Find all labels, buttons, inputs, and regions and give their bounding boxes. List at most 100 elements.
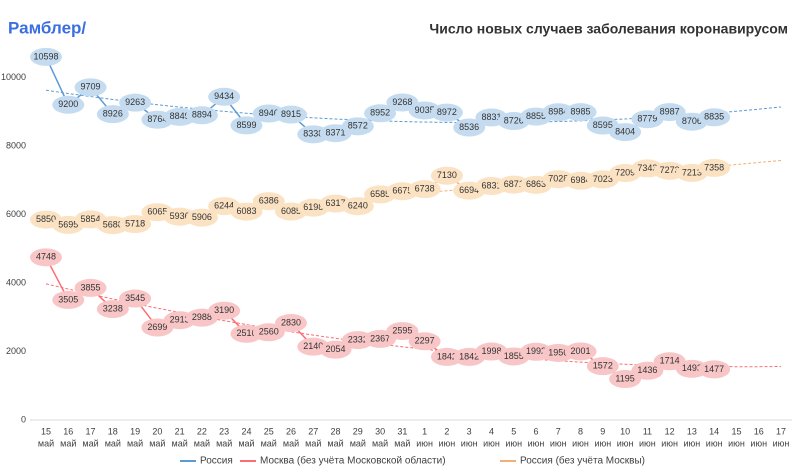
data-label: 9263	[125, 97, 145, 107]
data-label: 6694	[459, 185, 479, 195]
data-point	[30, 47, 62, 66]
data-label: 8894	[192, 110, 212, 120]
data-point	[52, 95, 85, 114]
data-label: 2988	[192, 312, 212, 322]
data-label: 7343	[637, 163, 657, 173]
x-tick-label: июн	[550, 438, 567, 448]
x-tick-label: июн	[594, 438, 611, 448]
data-point	[586, 357, 619, 376]
data-point	[319, 340, 352, 359]
data-point	[698, 108, 731, 127]
data-point	[386, 322, 419, 341]
data-point	[230, 202, 263, 221]
x-tick-label: май	[172, 438, 188, 448]
data-label: 8987	[660, 106, 680, 116]
data-point	[185, 106, 218, 125]
data-label: 5850	[36, 214, 56, 224]
data-point	[119, 93, 152, 112]
data-point	[252, 192, 285, 211]
data-label: 7023	[593, 174, 613, 184]
x-tick-label: май	[350, 438, 366, 448]
data-label: 6198	[303, 202, 323, 212]
x-tick-label: 5	[511, 426, 516, 436]
data-point	[564, 342, 597, 361]
data-label: 3238	[103, 303, 123, 313]
data-label: 8599	[236, 120, 256, 130]
data-label: 1992	[526, 346, 546, 356]
x-tick-label: июн	[750, 438, 767, 448]
x-tick-label: 30	[375, 426, 385, 436]
data-label: 8338	[303, 129, 323, 139]
data-label: 7213	[682, 167, 702, 177]
data-point	[275, 105, 307, 124]
data-point	[430, 166, 463, 185]
data-label: 9268	[392, 97, 412, 107]
legend-label: Россия	[200, 456, 233, 467]
x-tick-label: май	[372, 438, 388, 448]
data-point	[430, 103, 463, 122]
x-tick-label: май	[305, 438, 321, 448]
data-label: 6085	[281, 206, 301, 216]
data-label: 3505	[58, 294, 78, 304]
x-tick-label: 10	[620, 426, 630, 436]
x-tick-label: 28	[331, 426, 341, 436]
logo: Рамблер/	[8, 18, 86, 37]
data-point	[96, 105, 129, 124]
data-label: 8855	[526, 111, 546, 121]
data-label: 1477	[704, 364, 724, 374]
data-label: 6871	[504, 179, 524, 189]
data-label: 5854	[81, 214, 101, 224]
data-label: 8926	[103, 109, 123, 119]
data-label: 7358	[704, 162, 724, 172]
data-label: 9709	[81, 82, 101, 92]
data-point	[119, 289, 152, 308]
data-point	[74, 278, 107, 297]
data-point	[698, 158, 731, 177]
data-point	[453, 118, 486, 137]
x-tick-label: 20	[152, 426, 162, 436]
data-label: 8706	[682, 116, 702, 126]
x-tick-label: 18	[108, 426, 118, 436]
data-label: 6083	[236, 206, 256, 216]
data-label: 6386	[259, 196, 279, 206]
data-label: 3545	[125, 293, 145, 303]
data-label: 8726	[504, 115, 524, 125]
data-point	[208, 301, 241, 320]
x-tick-label: май	[149, 438, 165, 448]
y-tick-label: 4000	[6, 277, 26, 287]
data-label: 7209	[615, 167, 635, 177]
x-tick-label: 6	[533, 426, 538, 436]
data-label: 2332	[348, 334, 368, 344]
x-tick-label: 26	[286, 426, 296, 436]
data-label: 8595	[593, 120, 613, 130]
data-label: 9434	[214, 91, 234, 101]
data-label: 2560	[259, 327, 279, 337]
data-label: 6675	[392, 186, 412, 196]
x-tick-label: 16	[63, 426, 73, 436]
data-label: 1714	[660, 356, 680, 366]
x-tick-label: июн	[617, 438, 634, 448]
y-tick-label: 0	[21, 414, 26, 424]
x-tick-label: 23	[219, 426, 229, 436]
data-label: 8779	[637, 114, 657, 124]
data-label: 8985	[571, 107, 591, 117]
x-tick-label: июн	[684, 438, 701, 448]
x-tick-label: 25	[264, 426, 274, 436]
data-label: 8404	[615, 126, 635, 136]
legend-label: Москва (без учёта Московской области)	[260, 455, 446, 467]
data-point	[698, 360, 731, 379]
x-tick-label: 22	[197, 426, 207, 436]
data-label: 8764	[147, 114, 167, 124]
x-tick-label: 8	[578, 426, 583, 436]
x-tick-label: 21	[175, 426, 185, 436]
data-label: 8371	[326, 128, 346, 138]
x-tick-label: июн	[639, 438, 656, 448]
data-label: 2595	[392, 325, 412, 335]
data-label: 1998	[481, 346, 501, 356]
x-tick-label: май	[394, 438, 410, 448]
x-tick-label: май	[283, 438, 299, 448]
data-label: 8984	[548, 107, 568, 117]
y-tick-label: 2000	[6, 346, 26, 356]
data-label: 2913	[170, 315, 190, 325]
